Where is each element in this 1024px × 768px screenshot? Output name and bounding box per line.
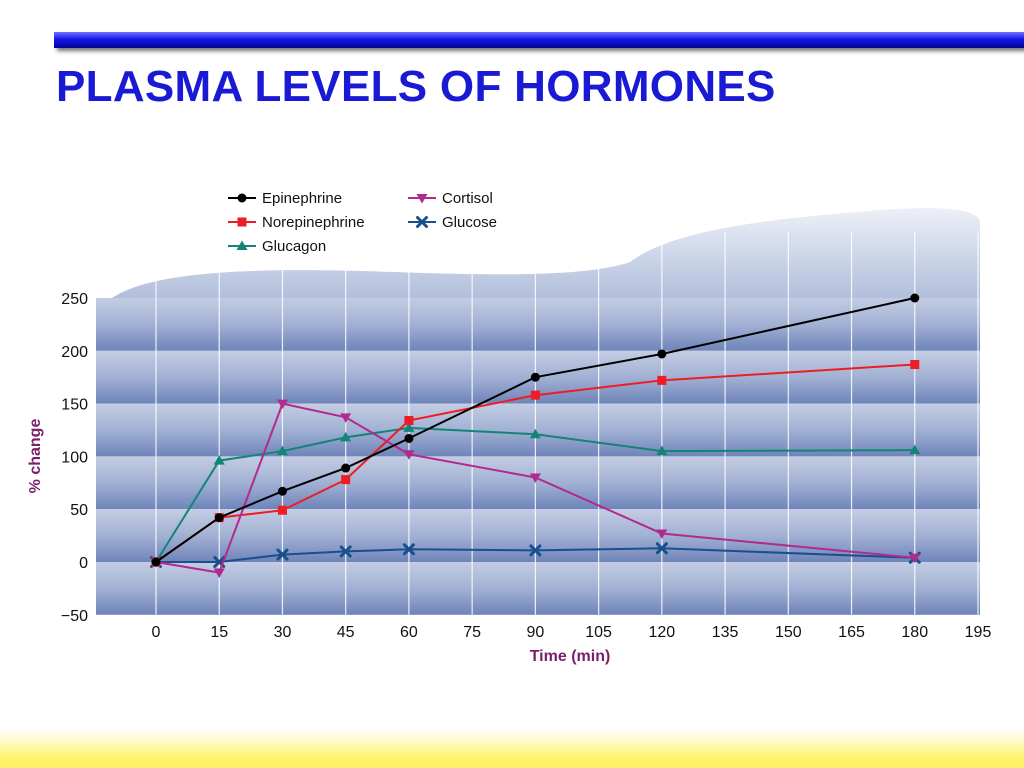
x-tick-label: 105 <box>585 624 612 641</box>
data-point-epinephrine <box>404 433 414 443</box>
series-line-norepinephrine <box>155 363 915 563</box>
y-tick-label: 250 <box>61 291 88 308</box>
data-point-norepinephrine <box>341 475 351 485</box>
slide-title: PLASMA LEVELS OF HORMONES <box>56 62 776 111</box>
data-point-glucose <box>402 543 415 556</box>
plot-band <box>96 403 980 457</box>
data-point-epinephrine <box>214 513 224 523</box>
legend-item-norepinephrine: Norepinephrine <box>228 214 365 231</box>
plot-band <box>96 298 980 351</box>
data-point-glucose <box>276 548 289 561</box>
x-tick-label: 0 <box>152 624 161 641</box>
legend-item-epinephrine: Epinephrine <box>228 190 342 207</box>
data-point-cortisol <box>340 413 352 423</box>
legend-item-glucose: Glucose <box>408 214 497 231</box>
legend-marker <box>236 240 248 250</box>
data-point-norepinephrine <box>530 390 540 400</box>
y-tick-label: 100 <box>61 449 88 466</box>
x-tick-label: 135 <box>712 624 739 641</box>
x-tick-label: 150 <box>775 624 802 641</box>
data-point-glucagon <box>529 428 541 439</box>
legend-marker <box>416 194 428 204</box>
legend-marker <box>237 217 247 227</box>
data-point-epinephrine <box>530 372 540 382</box>
y-tick-label: 150 <box>61 397 88 414</box>
x-tick-label: 165 <box>838 624 865 641</box>
legend-label: Epinephrine <box>262 190 342 207</box>
data-point-cortisol <box>656 529 668 539</box>
series-cortisol <box>150 399 921 579</box>
data-point-glucagon <box>213 455 225 465</box>
data-point-epinephrine <box>277 486 287 496</box>
series-line-cortisol <box>155 402 915 574</box>
legend-label: Glucagon <box>262 238 326 255</box>
legend-label: Norepinephrine <box>262 214 365 231</box>
data-point-glucagon <box>909 444 921 455</box>
legend-item-glucagon: Glucagon <box>228 238 326 255</box>
series-line-glucagon <box>155 426 915 563</box>
data-point-cortisol <box>213 568 225 579</box>
footer-band <box>0 728 1024 768</box>
series-glucagon <box>150 422 921 566</box>
legend-label: Cortisol <box>442 190 493 207</box>
data-point-cortisol <box>276 399 288 410</box>
data-point-epinephrine <box>910 293 920 303</box>
data-point-epinephrine <box>151 557 161 567</box>
data-point-norepinephrine <box>910 360 920 370</box>
data-point-norepinephrine <box>404 415 414 425</box>
y-axis-title: % change <box>27 419 44 494</box>
data-point-glucagon <box>656 445 668 456</box>
x-tick-label: 15 <box>210 624 228 641</box>
data-point-glucagon <box>276 445 288 456</box>
data-point-glucose <box>655 542 668 555</box>
data-point-norepinephrine <box>277 505 287 515</box>
data-point-cortisol <box>909 553 921 564</box>
y-tick-label: 200 <box>61 344 88 361</box>
data-point-cortisol <box>403 450 415 460</box>
plot-band <box>96 562 980 615</box>
legend-label: Glucose <box>442 214 497 231</box>
x-tick-label: 120 <box>648 624 675 641</box>
x-tick-label: 30 <box>274 624 292 641</box>
data-point-glucose <box>529 544 542 557</box>
x-tick-label: 195 <box>965 624 992 641</box>
data-point-epinephrine <box>657 349 667 359</box>
x-axis-title: Time (min) <box>530 648 611 665</box>
y-tick-label: 50 <box>70 502 88 519</box>
plot-background-top <box>96 208 980 325</box>
data-point-glucagon <box>340 431 352 442</box>
series-epinephrine <box>151 293 920 567</box>
legend-item-cortisol: Cortisol <box>408 190 493 207</box>
legend-marker <box>237 193 247 203</box>
y-tick-label: 0 <box>79 555 88 572</box>
x-tick-label: 180 <box>901 624 928 641</box>
data-point-glucagon <box>403 422 415 432</box>
title-accent-bar <box>54 32 1024 48</box>
data-point-cortisol <box>529 473 541 484</box>
data-point-epinephrine <box>341 463 351 473</box>
legend-marker <box>416 216 428 228</box>
series-line-glucose <box>156 547 915 563</box>
x-tick-label: 90 <box>526 624 544 641</box>
data-point-glucose <box>339 545 352 558</box>
data-point-norepinephrine <box>657 375 667 385</box>
series-line-epinephrine <box>155 297 916 563</box>
x-tick-label: 45 <box>337 624 355 641</box>
x-tick-label: 75 <box>463 624 481 641</box>
y-tick-label: −50 <box>61 608 88 625</box>
x-tick-label: 60 <box>400 624 418 641</box>
plot-band <box>96 456 980 510</box>
